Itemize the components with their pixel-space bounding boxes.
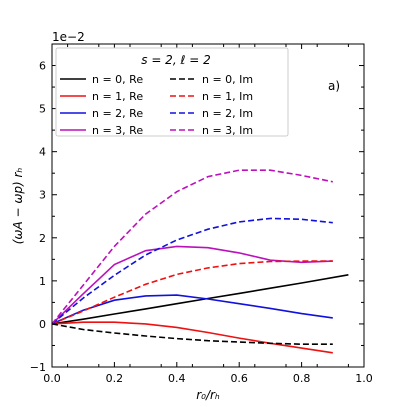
series-line <box>51 169 333 325</box>
series-line <box>51 217 333 325</box>
legend-label: n = 1, Re <box>92 90 143 103</box>
y-tick-label: 2 <box>39 232 46 245</box>
y-tick-label: 0 <box>39 318 46 331</box>
legend-label: n = 2, Re <box>92 107 143 120</box>
y-tick-label: −1 <box>30 361 46 374</box>
x-axis-label: r₀/rₕ <box>196 388 220 402</box>
y-tick-label: 3 <box>39 189 46 202</box>
y-scale-note: 1e−2 <box>52 30 85 44</box>
legend-label: n = 0, Im <box>202 73 253 86</box>
legend-label: n = 0, Re <box>92 73 143 86</box>
series-line <box>51 274 349 325</box>
legend-title: s = 2, ℓ = 2 <box>141 53 210 67</box>
legend-label: n = 1, Im <box>202 90 253 103</box>
x-tick-label: 0.2 <box>106 372 124 385</box>
x-tick-label: 0.0 <box>43 372 61 385</box>
x-tick-label: 0.8 <box>293 372 311 385</box>
x-tick-label: 0.4 <box>168 372 186 385</box>
legend-label: n = 3, Re <box>92 124 143 137</box>
legend-label: n = 2, Im <box>202 107 253 120</box>
plot-frame <box>51 43 365 368</box>
y-axis-label: (ωA − ωp) rₕ <box>11 168 25 245</box>
series-line <box>51 260 333 325</box>
y-tick-label: 5 <box>39 103 46 116</box>
series-line <box>51 321 333 354</box>
panel-annotation: a) <box>328 79 340 93</box>
y-tick-label: 6 <box>39 60 46 73</box>
legend: s = 2, ℓ = 2 n = 0, Re n = 1, Re n = 2, Re… <box>55 47 289 137</box>
series-line <box>51 323 333 346</box>
legend-label: n = 3, Im <box>202 124 253 137</box>
series-line <box>51 294 333 325</box>
x-tick-label: 1.0 <box>355 372 373 385</box>
y-tick-label: 4 <box>39 146 46 159</box>
legend-box <box>55 47 289 137</box>
x-tick-label: 0.6 <box>230 372 248 385</box>
y-tick-label: 1 <box>39 275 46 288</box>
